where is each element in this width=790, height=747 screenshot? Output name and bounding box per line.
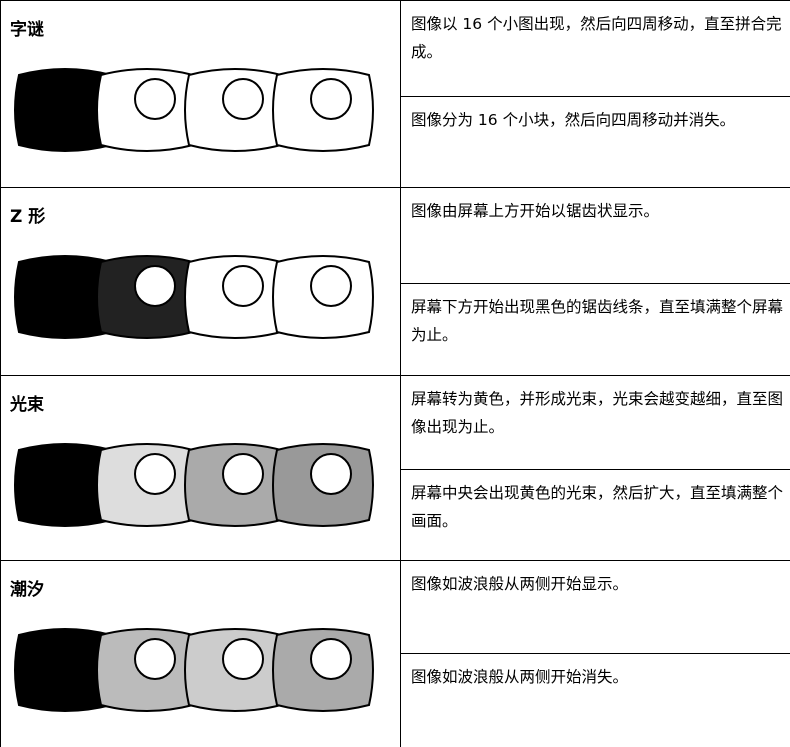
effect-cell: 字谜 — [1, 1, 401, 187]
face — [222, 78, 264, 120]
effect-title: 光束 — [10, 395, 44, 415]
face — [310, 453, 352, 495]
face — [222, 265, 264, 307]
face — [222, 453, 264, 495]
face — [310, 638, 352, 680]
effect-title: Z 形 — [10, 207, 46, 227]
effect-description: 图像如波浪般从两侧开始消失。 — [401, 653, 790, 747]
effect-illustration — [14, 68, 374, 152]
effect-description: 图像如波浪般从两侧开始显示。 — [411, 575, 629, 593]
table-row: 光束 屏幕转为黄色，并形成光束，光束会越变越细，直至图像出现为止。屏幕中央会出现黄… — [0, 375, 790, 560]
effect-description: 屏幕中央会出现黄色的光束，然后扩大，直至填满整个画面。 — [401, 469, 790, 561]
face — [222, 638, 264, 680]
face — [134, 453, 176, 495]
effect-title: 字谜 — [10, 20, 44, 40]
effect-cell: Z 形 — [1, 188, 401, 375]
effect-cell: 潮汐 — [1, 561, 401, 747]
table-row: 字谜 图像以 16 个小图出现，然后向四周移动，直至拼合完成。图像分为 16 个小… — [0, 0, 790, 187]
effect-title: 潮汐 — [10, 580, 44, 600]
face — [134, 638, 176, 680]
table-row: Z 形 图像由屏幕上方开始以锯齿状显示。屏幕下方开始出现黑色的锯齿线条，直至填满整… — [0, 187, 790, 375]
effect-description: 图像以 16 个小图出现，然后向四周移动，直至拼合完成。 — [411, 15, 782, 61]
effect-description: 屏幕下方开始出现黑色的锯齿线条，直至填满整个屏幕为止。 — [401, 283, 790, 376]
table-row: 潮汐 图像如波浪般从两侧开始显示。图像如波浪般从两侧开始消失。 — [0, 560, 790, 747]
effect-cell: 光束 — [1, 376, 401, 560]
effect-description: 图像由屏幕上方开始以锯齿状显示。 — [411, 202, 660, 220]
face — [310, 265, 352, 307]
effect-illustration — [14, 628, 374, 712]
effect-illustration — [14, 255, 374, 339]
effect-illustration — [14, 443, 374, 527]
face — [310, 78, 352, 120]
effect-description: 屏幕转为黄色，并形成光束，光束会越变越细，直至图像出现为止。 — [411, 390, 784, 436]
face — [134, 265, 176, 307]
face — [134, 78, 176, 120]
effect-description: 图像分为 16 个小块，然后向四周移动并消失。 — [401, 96, 790, 188]
